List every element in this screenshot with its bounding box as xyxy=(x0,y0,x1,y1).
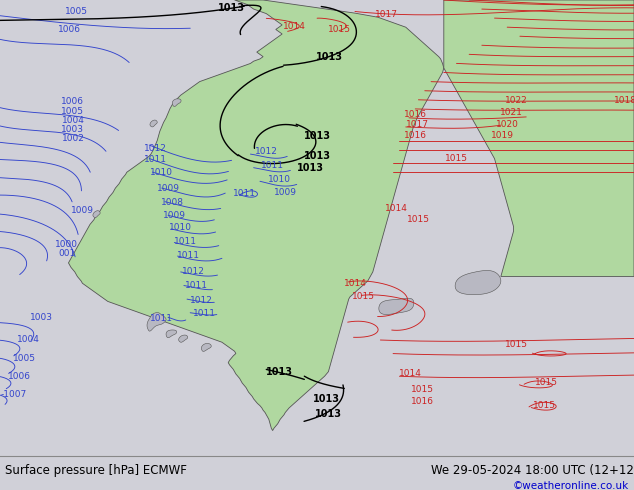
Text: -1007: -1007 xyxy=(1,390,27,399)
Polygon shape xyxy=(147,313,166,331)
Text: 1011: 1011 xyxy=(150,314,173,323)
Text: 1003: 1003 xyxy=(30,313,53,322)
Text: 1004: 1004 xyxy=(61,116,84,124)
Text: 1010: 1010 xyxy=(169,223,192,232)
Text: We 29-05-2024 18:00 UTC (12+126): We 29-05-2024 18:00 UTC (12+126) xyxy=(431,465,634,477)
Text: 1022: 1022 xyxy=(505,96,528,105)
Text: 1013: 1013 xyxy=(297,163,323,172)
Text: 1015: 1015 xyxy=(533,401,555,410)
Text: 1017: 1017 xyxy=(375,10,398,19)
Polygon shape xyxy=(166,330,177,338)
Text: 1013: 1013 xyxy=(218,3,245,13)
Text: 1019: 1019 xyxy=(491,131,514,141)
Polygon shape xyxy=(179,335,188,342)
Text: 1009: 1009 xyxy=(163,211,186,220)
Polygon shape xyxy=(379,298,414,315)
Text: 1013: 1013 xyxy=(266,367,292,377)
Text: 1014: 1014 xyxy=(283,22,306,31)
Text: 1006: 1006 xyxy=(61,98,84,106)
Text: 1011: 1011 xyxy=(178,251,200,260)
Text: 1016: 1016 xyxy=(404,110,427,119)
Text: 1015: 1015 xyxy=(407,215,430,224)
Polygon shape xyxy=(455,270,501,294)
Text: 1005: 1005 xyxy=(13,354,36,363)
Text: 1013: 1013 xyxy=(304,131,330,141)
Text: 1021: 1021 xyxy=(500,108,523,117)
Text: 1004: 1004 xyxy=(17,336,40,344)
Text: 1012: 1012 xyxy=(182,268,205,276)
Text: 1011: 1011 xyxy=(144,155,167,164)
Text: 1011: 1011 xyxy=(193,309,216,318)
Text: 1015: 1015 xyxy=(505,340,528,349)
Text: 001: 001 xyxy=(58,249,75,258)
Text: 1012: 1012 xyxy=(255,147,278,156)
Polygon shape xyxy=(150,120,157,127)
Text: 1014: 1014 xyxy=(385,204,408,213)
Text: 1015: 1015 xyxy=(328,24,351,33)
Text: 1015: 1015 xyxy=(411,385,434,394)
Text: 1013: 1013 xyxy=(313,394,340,404)
Text: 1002: 1002 xyxy=(61,134,84,143)
Text: 1010: 1010 xyxy=(268,174,290,184)
Text: 1013: 1013 xyxy=(316,51,343,62)
Text: 1015: 1015 xyxy=(445,154,468,163)
Text: 1011: 1011 xyxy=(233,190,256,198)
Text: 1016: 1016 xyxy=(411,396,434,406)
Text: 1015: 1015 xyxy=(352,293,375,301)
Text: 1012: 1012 xyxy=(144,144,167,153)
Text: 1005: 1005 xyxy=(61,106,84,116)
Text: 1005: 1005 xyxy=(65,7,87,16)
Text: 1013: 1013 xyxy=(304,151,330,161)
Text: Surface pressure [hPa] ECMWF: Surface pressure [hPa] ECMWF xyxy=(5,465,187,477)
Text: 1020: 1020 xyxy=(496,120,519,129)
Text: 1017: 1017 xyxy=(406,120,429,129)
Text: 1012: 1012 xyxy=(190,295,212,305)
Text: 1010: 1010 xyxy=(150,168,173,177)
Text: 1013: 1013 xyxy=(315,409,342,419)
Polygon shape xyxy=(93,211,100,218)
Text: 1006: 1006 xyxy=(8,372,30,381)
Text: 1016: 1016 xyxy=(404,131,427,141)
Text: 1014: 1014 xyxy=(344,279,366,288)
Text: 1015: 1015 xyxy=(535,378,558,388)
Text: 1006: 1006 xyxy=(58,25,81,34)
Text: 1008: 1008 xyxy=(161,198,184,207)
Text: 1011: 1011 xyxy=(261,161,284,170)
Text: 1003: 1003 xyxy=(61,124,84,134)
Text: ©weatheronline.co.uk: ©weatheronline.co.uk xyxy=(513,481,629,490)
Text: 1000: 1000 xyxy=(55,240,78,249)
Polygon shape xyxy=(202,343,211,351)
Text: 1009: 1009 xyxy=(157,184,179,193)
Text: 1014: 1014 xyxy=(399,369,422,378)
Text: 1009: 1009 xyxy=(71,206,94,215)
Polygon shape xyxy=(68,0,444,431)
Text: 1011: 1011 xyxy=(174,237,197,245)
Polygon shape xyxy=(444,0,634,276)
Text: 1018: 1018 xyxy=(614,96,634,105)
Polygon shape xyxy=(172,99,181,106)
Text: 1009: 1009 xyxy=(274,188,297,197)
Text: 1011: 1011 xyxy=(185,281,208,290)
